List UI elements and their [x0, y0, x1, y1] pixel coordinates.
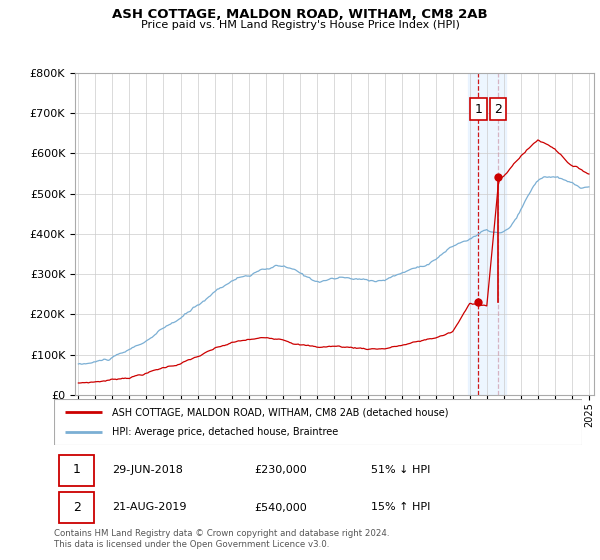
Text: 2: 2 [73, 501, 80, 514]
Bar [468, 73, 506, 395]
Text: ASH COTTAGE, MALDON ROAD, WITHAM, CM8 2AB (detached house): ASH COTTAGE, MALDON ROAD, WITHAM, CM8 2A… [112, 407, 449, 417]
Text: Price paid vs. HM Land Registry's House Price Index (HPI): Price paid vs. HM Land Registry's House … [140, 20, 460, 30]
Text: 15% ↑ HPI: 15% ↑ HPI [371, 502, 430, 512]
Text: HPI: Average price, detached house, Braintree: HPI: Average price, detached house, Brai… [112, 427, 338, 437]
Text: 21-AUG-2019: 21-AUG-2019 [112, 502, 187, 512]
Text: 1: 1 [73, 463, 80, 476]
Text: 1: 1 [475, 102, 482, 115]
Text: ASH COTTAGE, MALDON ROAD, WITHAM, CM8 2AB: ASH COTTAGE, MALDON ROAD, WITHAM, CM8 2A… [112, 8, 488, 21]
Bar [59, 455, 94, 486]
Bar [59, 492, 94, 524]
Text: 2: 2 [494, 102, 502, 115]
Text: £230,000: £230,000 [254, 465, 307, 475]
Text: 51% ↓ HPI: 51% ↓ HPI [371, 465, 430, 475]
Text: 29-JUN-2018: 29-JUN-2018 [112, 465, 183, 475]
Text: Contains HM Land Registry data © Crown copyright and database right 2024.
This d: Contains HM Land Registry data © Crown c… [54, 529, 389, 549]
Text: £540,000: £540,000 [254, 502, 307, 512]
